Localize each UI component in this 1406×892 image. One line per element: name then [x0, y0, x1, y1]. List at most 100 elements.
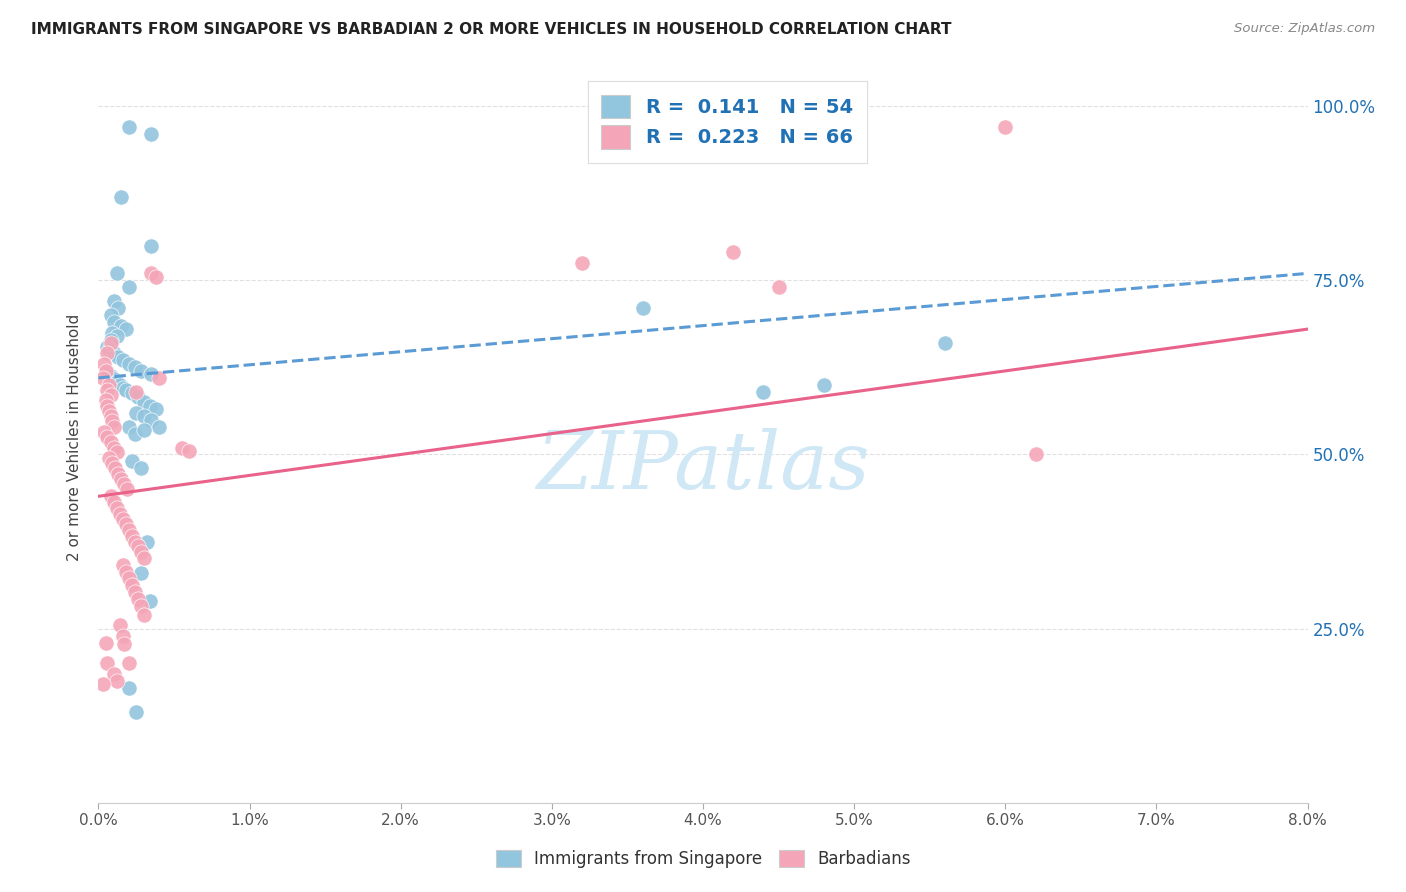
- Point: [101, 326, 124, 340]
- Point: [100, 336, 122, 351]
- Point: [94, 635, 117, 649]
- Point: [103, 346, 125, 360]
- Point: [114, 322, 136, 336]
- Point: [100, 369, 122, 384]
- Point: [103, 294, 125, 309]
- Point: [124, 534, 146, 549]
- Point: [124, 426, 146, 441]
- Point: [125, 384, 148, 399]
- Point: [93, 425, 115, 439]
- Point: [118, 419, 141, 434]
- Point: [111, 353, 134, 368]
- Point: [111, 381, 134, 395]
- Point: [127, 540, 149, 554]
- Point: [94, 393, 117, 408]
- Point: [118, 280, 141, 294]
- Point: [118, 657, 141, 671]
- Point: [141, 238, 163, 252]
- Point: [100, 308, 122, 322]
- Point: [121, 386, 143, 401]
- Point: [148, 371, 170, 385]
- Point: [124, 585, 146, 599]
- Point: [101, 456, 124, 470]
- Point: [631, 301, 654, 316]
- Point: [121, 578, 143, 592]
- Point: [118, 357, 141, 371]
- Point: [105, 266, 128, 280]
- Point: [96, 365, 118, 379]
- Text: ZIPatlas: ZIPatlas: [536, 427, 870, 505]
- Point: [127, 390, 149, 404]
- Point: [129, 461, 152, 475]
- Point: [141, 412, 163, 426]
- Point: [96, 430, 118, 444]
- Point: [934, 336, 956, 351]
- Point: [114, 384, 136, 398]
- Point: [107, 350, 129, 364]
- Point: [141, 127, 163, 141]
- Point: [723, 245, 745, 260]
- Point: [129, 566, 152, 580]
- Point: [114, 565, 136, 579]
- Point: [105, 673, 128, 688]
- Point: [98, 404, 121, 418]
- Point: [132, 394, 155, 409]
- Point: [994, 120, 1017, 134]
- Point: [118, 523, 141, 537]
- Point: [112, 476, 135, 491]
- Point: [125, 705, 148, 719]
- Point: [129, 599, 152, 614]
- Point: [571, 256, 593, 270]
- Point: [141, 368, 163, 382]
- Point: [121, 529, 143, 543]
- Point: [93, 357, 115, 371]
- Point: [111, 511, 134, 525]
- Point: [111, 558, 134, 572]
- Point: [135, 534, 157, 549]
- Legend: Immigrants from Singapore, Barbadians: Immigrants from Singapore, Barbadians: [489, 843, 917, 875]
- Point: [110, 318, 132, 333]
- Point: [100, 333, 122, 347]
- Legend: R =  0.141   N = 54, R =  0.223   N = 66: R = 0.141 N = 54, R = 0.223 N = 66: [588, 81, 866, 162]
- Point: [110, 190, 132, 204]
- Point: [768, 280, 790, 294]
- Point: [115, 483, 138, 497]
- Point: [132, 423, 155, 437]
- Point: [103, 372, 125, 386]
- Point: [108, 618, 131, 632]
- Point: [170, 441, 193, 455]
- Point: [752, 384, 775, 399]
- Point: [96, 384, 118, 398]
- Point: [91, 371, 114, 385]
- Point: [813, 377, 835, 392]
- Point: [107, 467, 129, 481]
- Point: [121, 454, 143, 468]
- Point: [141, 266, 163, 280]
- Point: [145, 402, 167, 417]
- Point: [110, 472, 132, 486]
- Point: [105, 375, 128, 389]
- Point: [132, 607, 155, 622]
- Point: [111, 629, 134, 643]
- Point: [104, 461, 127, 475]
- Point: [105, 501, 128, 516]
- Point: [91, 677, 114, 691]
- Point: [114, 517, 136, 532]
- Point: [100, 388, 122, 402]
- Point: [96, 657, 118, 671]
- Point: [103, 667, 125, 681]
- Point: [125, 406, 148, 420]
- Point: [112, 637, 135, 651]
- Point: [124, 360, 146, 375]
- Point: [98, 343, 121, 357]
- Point: [179, 444, 201, 458]
- Point: [108, 507, 131, 521]
- Point: [132, 409, 155, 424]
- Y-axis label: 2 or more Vehicles in Household: 2 or more Vehicles in Household: [67, 313, 83, 561]
- Point: [107, 301, 129, 316]
- Point: [129, 545, 152, 559]
- Point: [129, 364, 152, 378]
- Point: [101, 414, 124, 428]
- Point: [103, 419, 125, 434]
- Point: [103, 495, 125, 509]
